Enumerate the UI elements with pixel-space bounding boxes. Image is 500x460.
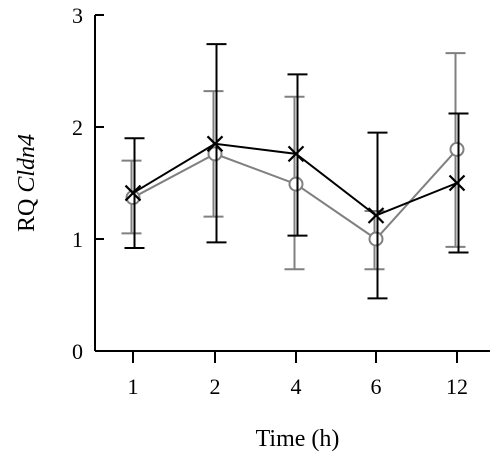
- data-point: [206, 135, 224, 153]
- x-tick-label: 2: [210, 374, 221, 399]
- marker-stroke: [448, 174, 466, 192]
- data-point: [368, 231, 384, 247]
- data-point: [448, 174, 466, 192]
- data-point: [367, 207, 385, 224]
- x-ticks: 1 2 4 6 12: [128, 351, 468, 399]
- y-ticks: 0 1 2 3: [72, 3, 104, 364]
- marker-stroke: [367, 207, 385, 224]
- y-axis-title: RQ Cldn4: [14, 134, 40, 232]
- data-point: [287, 145, 305, 163]
- data-point: [288, 176, 304, 192]
- data-point: [125, 190, 141, 206]
- y-tick-label: 2: [72, 115, 83, 140]
- y-tick-label: 1: [72, 227, 83, 252]
- marker-stroke: [206, 135, 224, 153]
- axes: [94, 15, 490, 352]
- data-point: [124, 184, 142, 202]
- x-tick-label: 12: [446, 374, 468, 399]
- x-tick-label: 4: [291, 374, 302, 399]
- series-1: [121, 52, 466, 271]
- marker-stroke: [287, 145, 305, 163]
- x-axis-title: Time (h): [256, 426, 340, 452]
- data-point: [207, 146, 223, 162]
- data-point: [449, 141, 465, 157]
- x-tick-label: 6: [371, 374, 382, 399]
- y-tick-label: 0: [72, 339, 83, 364]
- series-layer: [121, 43, 469, 300]
- y-axis-title-prefix: RQ: [14, 193, 40, 232]
- series-2: [124, 43, 469, 300]
- y-tick-label: 3: [72, 3, 83, 28]
- y-axis-title-gene: Cldn4: [14, 134, 40, 193]
- marker-stroke: [124, 184, 142, 202]
- x-tick-label: 1: [128, 374, 139, 399]
